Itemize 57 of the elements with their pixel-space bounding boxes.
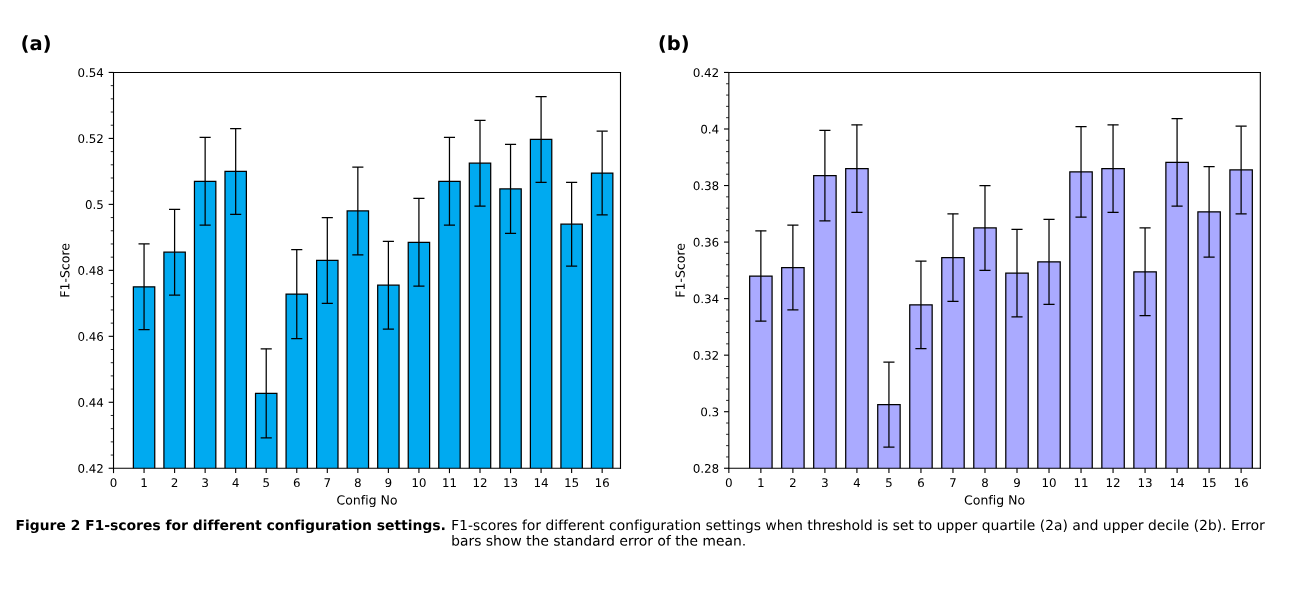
- chart-title: (b): [659, 35, 688, 53]
- x-tick-label: 5: [263, 478, 269, 488]
- y-tick-label: 0.42: [78, 463, 103, 473]
- y-tick-label: 0.44: [78, 398, 104, 407]
- x-tick-label: 0: [725, 478, 732, 488]
- y-tick-label: 0.38: [693, 181, 719, 191]
- x-tick-label: 12: [473, 478, 487, 487]
- x-tick-label: 7: [950, 478, 956, 487]
- x-tick-label: 16: [595, 478, 609, 488]
- x-tick-label: 1: [141, 478, 147, 487]
- x-tick-label: 10: [412, 478, 426, 488]
- x-tick-label: 3: [822, 478, 828, 488]
- y-tick-label: 0.52: [78, 134, 103, 144]
- x-axis-title: Config No: [964, 494, 1025, 508]
- y-tick-label: 0.46: [78, 332, 104, 341]
- x-tick-label: 2: [171, 478, 178, 487]
- x-tick-label: 13: [504, 478, 518, 488]
- x-tick-label: 4: [232, 478, 239, 487]
- x-tick-label: 1: [758, 478, 764, 487]
- y-tick-label: 0.4: [701, 124, 719, 134]
- x-tick-label: 13: [1138, 478, 1152, 488]
- x-tick-label: 6: [293, 478, 300, 488]
- x-tick-label: 9: [1013, 478, 1020, 488]
- y-axis-title: F1-Score: [675, 243, 685, 297]
- text: F1-scores for different configuration settings when threshold is set to upper quartile (2a) and upper decile (2b). Error bars show the standard error of the mean.: [452, 519, 1265, 546]
- x-tick-label: 14: [534, 478, 548, 487]
- x-tick-label: 15: [565, 478, 579, 488]
- x-tick-label: 5: [886, 478, 892, 488]
- y-tick-label: 0.54: [78, 68, 104, 78]
- y-axis-title: F1-Score: [60, 243, 70, 297]
- x-tick-label: 6: [918, 478, 924, 488]
- y-tick-label: 0.5: [85, 200, 103, 210]
- chart-title: (a): [22, 35, 50, 53]
- y-tick-label: 0.32: [693, 350, 718, 360]
- y-tick-label: 0.34: [693, 294, 719, 304]
- caption: Figure 2 F1-scores for different configuration settings.: [16, 519, 445, 534]
- x-tick-label: 9: [385, 478, 392, 488]
- x-tick-label: 4: [853, 478, 861, 487]
- x-tick-label: 14: [1170, 478, 1184, 487]
- x-tick-label: 2: [789, 478, 796, 487]
- x-tick-label: 11: [443, 478, 456, 487]
- x-tick-label: 0: [110, 478, 117, 488]
- x-tick-label: 3: [202, 478, 208, 488]
- x-axis-title: Config No: [337, 494, 397, 508]
- x-tick-label: 10: [1042, 478, 1056, 488]
- x-tick-label: 12: [1106, 478, 1120, 487]
- x-tick-label: 16: [1234, 478, 1248, 488]
- x-tick-label: 15: [1202, 478, 1216, 488]
- y-tick-label: 0.48: [78, 266, 103, 275]
- y-tick-label: 0.3: [701, 407, 719, 417]
- x-tick-label: 8: [982, 478, 988, 488]
- x-tick-label: 8: [354, 478, 361, 488]
- x-tick-label: 7: [324, 478, 331, 487]
- x-tick-label: 11: [1074, 478, 1088, 487]
- y-tick-label: 0.42: [693, 68, 718, 78]
- y-tick-label: 0.28: [693, 463, 719, 473]
- y-tick-label: 0.36: [693, 237, 719, 247]
